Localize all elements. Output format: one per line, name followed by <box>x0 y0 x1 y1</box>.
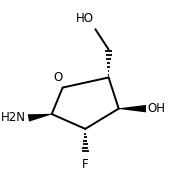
Text: H2N: H2N <box>1 112 26 125</box>
Polygon shape <box>28 114 52 122</box>
Text: O: O <box>53 71 63 85</box>
Polygon shape <box>119 105 146 112</box>
Text: F: F <box>82 158 89 171</box>
Text: OH: OH <box>148 102 165 115</box>
Text: HO: HO <box>76 11 94 25</box>
